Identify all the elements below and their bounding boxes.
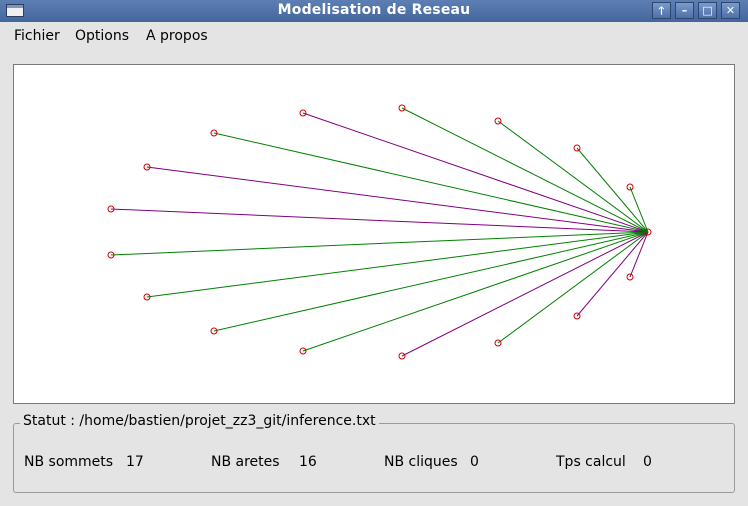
graph-canvas[interactable] [13, 64, 735, 404]
status-group [13, 423, 735, 493]
close-button[interactable]: ✕ [721, 2, 740, 19]
title-bar[interactable]: Modelisation de Reseau 🡑 – □ ✕ [0, 0, 748, 22]
status-label: Statut : /home/bastien/projet_zz3_git/in… [20, 413, 379, 429]
menu-a-propos[interactable]: A propos [146, 28, 208, 44]
graph-edge [401, 231, 649, 357]
menu-options[interactable]: Options [75, 28, 130, 44]
nb-sommets-value: 17 [126, 454, 144, 470]
graph-edge [497, 231, 649, 344]
graph-node[interactable] [210, 327, 218, 335]
window-menu-icon[interactable] [6, 4, 24, 17]
graph-node[interactable] [573, 144, 581, 152]
graph-edge [629, 231, 649, 278]
graph-view [107, 104, 652, 360]
graph-edge [146, 231, 649, 298]
tps-calcul-label: Tps calcul [556, 454, 626, 470]
window-title: Modelisation de Reseau [277, 2, 471, 18]
graph-node[interactable] [398, 104, 406, 112]
graph-node[interactable] [398, 352, 406, 360]
graph-node[interactable] [143, 163, 151, 171]
graph-node[interactable] [494, 339, 502, 347]
graph-node[interactable] [573, 312, 581, 320]
graph-edge [302, 112, 649, 233]
nb-sommets-label: NB sommets [24, 454, 114, 470]
graph-node[interactable] [626, 273, 634, 281]
graph-node[interactable] [299, 347, 307, 355]
graph-node[interactable] [494, 117, 502, 125]
graph-edge [213, 132, 649, 233]
graph-edge [110, 208, 649, 233]
minimize-button[interactable]: – [675, 2, 694, 19]
keep-above-button[interactable]: 🡑 [652, 2, 671, 19]
graph-edge [110, 231, 649, 256]
tps-calcul-value: 0 [643, 454, 652, 470]
graph-node-hub[interactable] [644, 228, 652, 236]
graph-node[interactable] [143, 293, 151, 301]
graph-edge [576, 231, 649, 317]
menu-fichier[interactable]: Fichier [14, 28, 60, 44]
graph-edge [302, 231, 649, 352]
nb-aretes-value: 16 [299, 454, 317, 470]
graph-node[interactable] [299, 109, 307, 117]
maximize-button[interactable]: □ [698, 2, 717, 19]
graph-edge [213, 231, 649, 332]
graph-node[interactable] [210, 129, 218, 137]
graph-edge [146, 166, 649, 233]
nb-aretes-label: NB aretes [211, 454, 280, 470]
nb-cliques-value: 0 [470, 454, 479, 470]
graph-edge [497, 120, 649, 233]
graph-edge [629, 186, 649, 233]
graph-node[interactable] [107, 205, 115, 213]
graph-node[interactable] [626, 183, 634, 191]
menu-bar: Fichier Options A propos [0, 22, 748, 52]
graph-edge [576, 147, 649, 233]
graph-node[interactable] [107, 251, 115, 259]
nb-cliques-label: NB cliques [384, 454, 458, 470]
graph-edge [401, 107, 649, 233]
